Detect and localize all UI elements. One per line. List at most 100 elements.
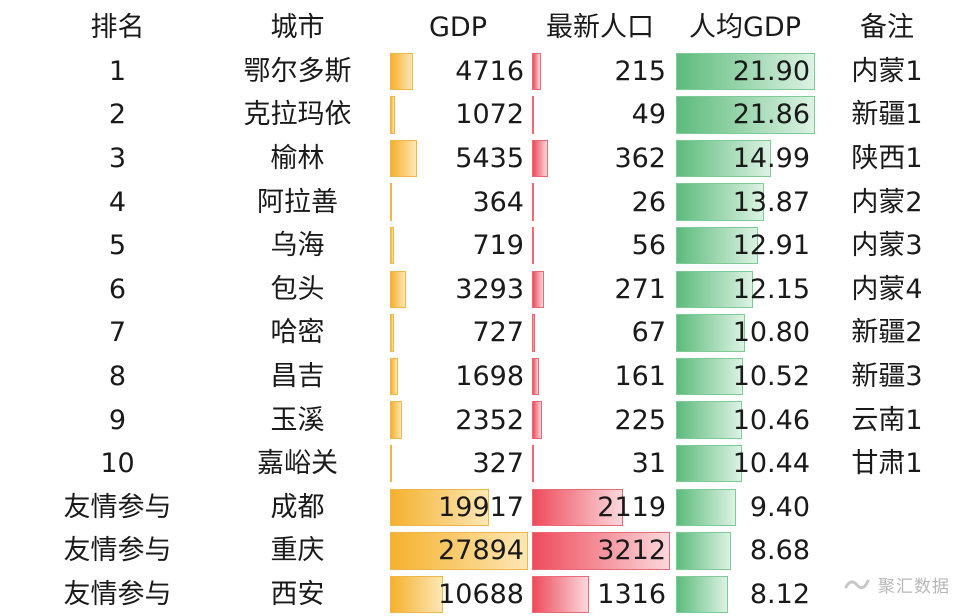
population-bar (532, 139, 548, 178)
table-row: 4 阿拉善 364 26 13.87 内蒙2 (0, 180, 960, 224)
gdp-cell-text: 2352 (455, 404, 524, 436)
population-bar (532, 444, 534, 483)
note-cell (832, 529, 942, 573)
rank-cell-text: 5 (108, 230, 127, 262)
watermark-text: 聚汇数据 (878, 576, 950, 597)
rank-cell-text: 2 (108, 99, 127, 131)
gdp-per-capita-cell-text: 9.40 (749, 491, 810, 523)
gdp-per-capita-bar (676, 183, 765, 221)
note-cell: 陕西1 (832, 137, 942, 181)
city-cell: 榆林 (215, 137, 380, 181)
population-bar (532, 401, 542, 439)
population-cell-text: 26 (631, 186, 666, 218)
table-row: 3 榆林 5435 362 14.99 陕西1 (0, 137, 960, 181)
rank-cell-text: 4 (108, 186, 127, 218)
gdp-per-capita-bar (676, 226, 758, 265)
population-bar (532, 488, 624, 526)
gdp-cell-text: 3293 (455, 273, 524, 305)
rank-cell-text: 3 (108, 142, 127, 174)
population-bar (532, 270, 544, 308)
city-cell: 成都 (215, 486, 380, 530)
gdp-bar (390, 226, 394, 265)
city-cell-text: 榆林 (270, 142, 325, 174)
gdp-bar (390, 488, 489, 526)
gdp-per-capita-cell-text: 12.15 (732, 273, 810, 305)
header-gdp: GDP (429, 12, 487, 44)
header-gdp-per-capita: 人均GDP (689, 12, 801, 44)
rank-cell: 8 (40, 355, 195, 399)
city-cell-text: 重庆 (270, 535, 325, 567)
table-row: 8 昌吉 1698 161 10.52 新疆3 (0, 355, 960, 399)
note-cell-text: 陕西1 (851, 142, 923, 174)
city-cell: 西安 (215, 573, 380, 616)
gdp-per-capita-cell: 10.80 (674, 311, 816, 355)
gdp-per-capita-cell-text: 14.99 (732, 142, 810, 174)
city-cell-text: 昌吉 (270, 360, 325, 392)
rank-cell: 友情参与 (40, 573, 195, 616)
gdp-cell: 327 (388, 442, 528, 486)
population-cell-text: 225 (614, 404, 666, 436)
table-row: 6 包头 3293 271 12.15 内蒙4 (0, 268, 960, 312)
gdp-cell: 5435 (388, 137, 528, 181)
population-bar (532, 532, 670, 570)
population-cell: 3212 (530, 529, 670, 573)
gdp-cell-text: 4716 (455, 55, 524, 87)
note-cell-text: 新疆2 (851, 317, 923, 349)
city-cell: 玉溪 (215, 398, 380, 442)
rank-cell: 5 (40, 224, 195, 268)
gdp-per-capita-cell: 13.87 (674, 180, 816, 224)
gdp-per-capita-cell-text: 8.68 (749, 535, 810, 567)
gdp-cell-text: 27894 (438, 535, 524, 567)
gdp-cell: 19917 (388, 486, 528, 530)
table-row: 7 哈密 727 67 10.80 新疆2 (0, 311, 960, 355)
population-cell-text: 215 (614, 55, 666, 87)
gdp-cell: 364 (388, 180, 528, 224)
gdp-bar (390, 444, 392, 483)
city-cell-text: 西安 (270, 578, 325, 610)
table-row: 10 嘉峪关 327 31 10.44 甘肃1 (0, 442, 960, 486)
gdp-per-capita-bar (676, 270, 754, 308)
population-cell-text: 49 (631, 99, 666, 131)
population-cell-text: 3212 (597, 535, 666, 567)
gdp-per-capita-bar (676, 314, 745, 352)
note-cell-text: 内蒙2 (851, 186, 923, 218)
rank-cell: 友情参与 (40, 486, 195, 530)
population-cell-text: 362 (614, 142, 666, 174)
gdp-per-capita-cell: 10.52 (674, 355, 816, 399)
rank-cell: 6 (40, 268, 195, 312)
gdp-per-capita-cell: 10.46 (674, 398, 816, 442)
gdp-per-capita-bar (676, 401, 743, 439)
population-cell: 56 (530, 224, 670, 268)
gdp-cell: 719 (388, 224, 528, 268)
gdp-cell: 4716 (388, 50, 528, 94)
gdp-cell-text: 327 (472, 448, 524, 480)
city-cell-text: 克拉玛依 (243, 99, 352, 131)
population-cell: 1316 (530, 573, 670, 616)
rank-cell-text: 友情参与 (63, 578, 172, 610)
population-bar (532, 183, 534, 221)
population-cell-text: 2119 (597, 491, 666, 523)
rank-cell: 1 (40, 50, 195, 94)
note-cell-text: 云南1 (851, 404, 923, 436)
gdp-cell: 1072 (388, 93, 528, 137)
rank-cell-text: 7 (108, 317, 127, 349)
watermark-logo-icon (844, 579, 870, 590)
rank-cell: 2 (40, 93, 195, 137)
gdp-cell-text: 19917 (438, 491, 524, 523)
note-cell (832, 486, 942, 530)
gdp-cell: 10688 (388, 573, 528, 616)
population-bar (532, 314, 535, 352)
population-cell: 2119 (530, 486, 670, 530)
table-row: 友情参与 重庆 27894 3212 8.68 (0, 529, 960, 573)
city-cell: 包头 (215, 268, 380, 312)
city-cell: 乌海 (215, 224, 380, 268)
population-bar (532, 226, 535, 265)
gdp-per-capita-cell: 12.15 (674, 268, 816, 312)
gdp-bar (390, 270, 407, 308)
gdp-per-capita-cell-text: 10.46 (732, 404, 810, 436)
table-row: 友情参与 成都 19917 2119 9.40 (0, 486, 960, 530)
population-cell: 161 (530, 355, 670, 399)
gdp-cell: 727 (388, 311, 528, 355)
note-cell-text: 新疆1 (851, 99, 923, 131)
